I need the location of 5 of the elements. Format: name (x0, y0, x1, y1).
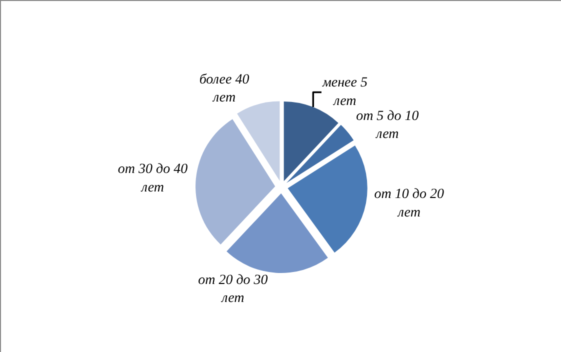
slice-label: от 30 до 40 лет (118, 162, 188, 196)
slice-label: от 5 до 10 лет (356, 108, 419, 142)
slice-label: более 40 лет (199, 72, 250, 106)
slice-label: от 20 до 30 лет (198, 272, 268, 306)
slice-label: от 10 до 20 лет (374, 187, 444, 220)
